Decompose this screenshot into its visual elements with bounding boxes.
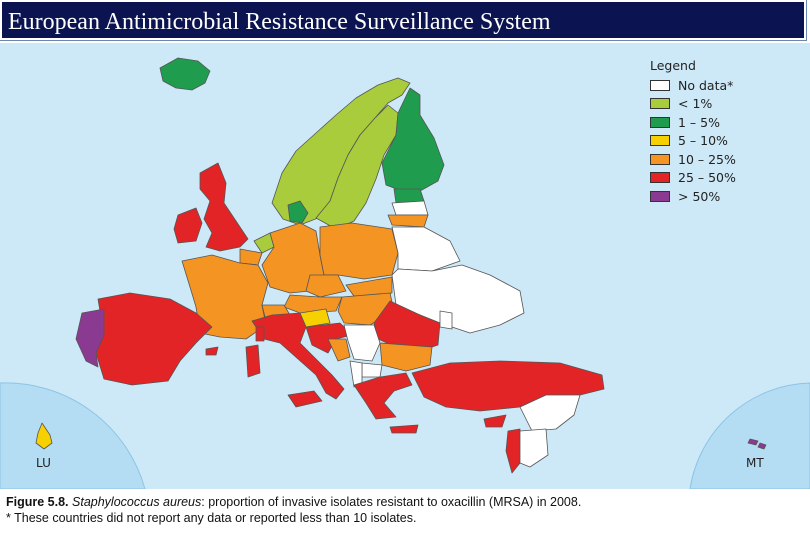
legend-swatch bbox=[650, 79, 670, 91]
country-latvia bbox=[391, 200, 429, 216]
country-moldova bbox=[439, 310, 453, 330]
country-bulgaria bbox=[379, 342, 433, 372]
inset-malta bbox=[689, 382, 810, 489]
country-cyprus bbox=[483, 414, 507, 428]
country-portugal bbox=[75, 308, 105, 368]
country-jordan bbox=[519, 428, 549, 468]
country-malta bbox=[747, 438, 759, 446]
figure-caption: Figure 5.8. Staphylococcus aureus: propo… bbox=[6, 494, 581, 526]
country-greece bbox=[353, 372, 413, 420]
legend-items: No data* < 1% 1 – 5% 5 – 10% 10 – 25% 25 – 50… bbox=[650, 76, 770, 206]
island-crete bbox=[389, 424, 419, 434]
legend-label: 5 – 10% bbox=[678, 133, 728, 149]
country-austria bbox=[283, 294, 343, 314]
figure-number: Figure 5.8. bbox=[6, 495, 69, 509]
map-legend: Legend No data* < 1% 1 – 5% 5 – 10% 10 – 25%… bbox=[650, 58, 770, 206]
legend-label: 10 – 25% bbox=[678, 151, 736, 167]
legend-item: 5 – 10% bbox=[650, 132, 770, 151]
legend-label: No data* bbox=[678, 77, 734, 93]
island-balearic bbox=[205, 346, 219, 356]
country-denmark bbox=[287, 200, 309, 224]
legend-swatch bbox=[650, 98, 670, 110]
inset-luxembourg bbox=[0, 382, 146, 489]
legend-label: 25 – 50% bbox=[678, 170, 736, 186]
country-czech-republic bbox=[305, 274, 347, 298]
legend-label: < 1% bbox=[678, 96, 713, 112]
country-lithuania bbox=[387, 214, 429, 228]
species-name: Staphylococcus aureus bbox=[72, 495, 202, 509]
legend-item: No data* bbox=[650, 76, 770, 95]
country-united-kingdom bbox=[199, 162, 249, 252]
country-poland bbox=[319, 222, 399, 280]
legend-swatch bbox=[650, 172, 670, 184]
legend-title: Legend bbox=[650, 58, 696, 73]
island-sicily bbox=[287, 390, 323, 408]
country-ireland bbox=[173, 207, 203, 244]
country-bosnia bbox=[327, 338, 351, 362]
country-belarus bbox=[391, 226, 461, 272]
europe-map bbox=[0, 43, 810, 489]
island-gozo bbox=[757, 442, 767, 450]
inset-label-mt: MT bbox=[746, 456, 764, 470]
inset-label-lu: LU bbox=[36, 456, 51, 470]
legend-label: 1 – 5% bbox=[678, 114, 720, 130]
caption-footnote: * These countries did not report any dat… bbox=[6, 511, 417, 525]
legend-item: < 1% bbox=[650, 95, 770, 114]
legend-item: 1 – 5% bbox=[650, 113, 770, 132]
legend-swatch bbox=[650, 153, 670, 165]
legend-swatch bbox=[650, 135, 670, 147]
country-italy bbox=[251, 312, 345, 400]
slide-title: European Antimicrobial Resistance Survei… bbox=[8, 9, 551, 35]
legend-item: > 50% bbox=[650, 187, 770, 206]
country-israel bbox=[505, 428, 521, 474]
country-finland bbox=[381, 87, 445, 192]
legend-item: 10 – 25% bbox=[650, 150, 770, 169]
legend-label: > 50% bbox=[678, 188, 721, 204]
island-corsica bbox=[255, 326, 265, 342]
country-north-macedonia bbox=[361, 362, 383, 378]
legend-swatch bbox=[650, 190, 670, 202]
caption-line: Figure 5.8. Staphylococcus aureus: propo… bbox=[6, 494, 581, 510]
country-iceland bbox=[159, 57, 211, 91]
legend-swatch bbox=[650, 116, 670, 128]
island-sardinia bbox=[245, 344, 261, 378]
caption-text: : proportion of invasive isolates resist… bbox=[201, 495, 582, 509]
country-luxembourg bbox=[35, 422, 53, 450]
legend-item: 25 – 50% bbox=[650, 169, 770, 188]
country-serbia bbox=[343, 324, 381, 362]
title-bar: European Antimicrobial Resistance Survei… bbox=[0, 0, 807, 41]
